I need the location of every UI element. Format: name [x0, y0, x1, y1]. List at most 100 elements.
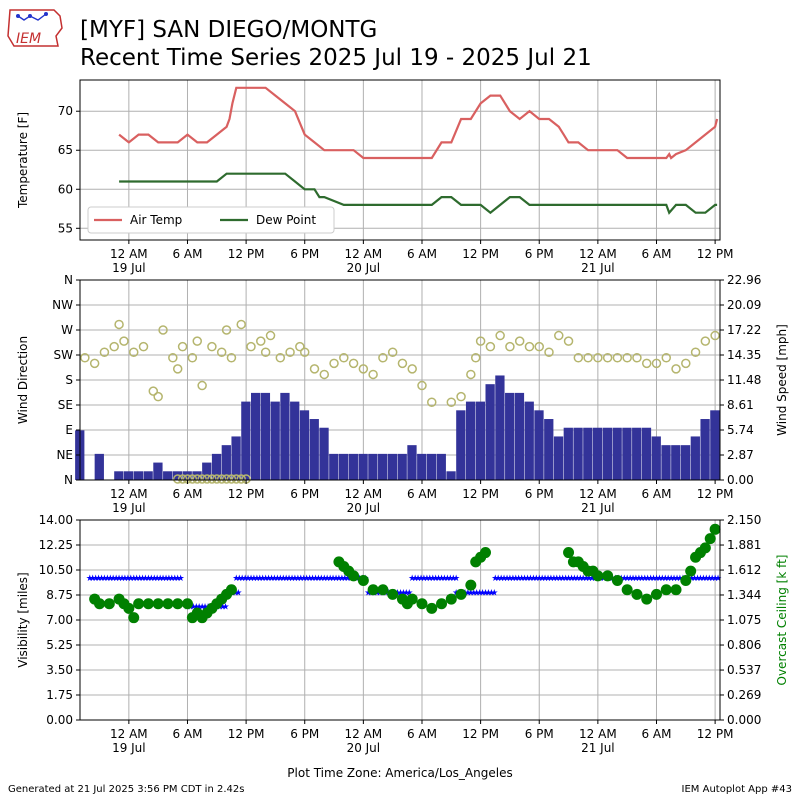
wind-direction-point — [651, 358, 662, 369]
wind-speed-bar — [495, 375, 505, 480]
visibility-point: ★ — [626, 574, 634, 584]
visibility-point: ★ — [294, 574, 302, 584]
visibility-point: ★ — [133, 574, 141, 584]
y-right-tick-label: 0.806 — [727, 638, 761, 652]
visibility-point: ★ — [414, 574, 422, 584]
x-date-label: 21 Jul — [581, 261, 615, 275]
wind-direction-point — [138, 341, 149, 352]
visibility-point: ★ — [509, 574, 517, 584]
visibility-point: ★ — [159, 574, 167, 584]
x-tick-label: 12 AM — [579, 487, 617, 501]
y-right-tick-label: 0.269 — [727, 688, 761, 702]
wind-direction-point — [554, 330, 564, 341]
wind-direction-point — [236, 319, 246, 330]
x-tick-label: 6 AM — [641, 727, 671, 741]
visibility-point: ★ — [518, 574, 526, 584]
wind-speed-bar — [348, 453, 358, 480]
ceiling-point — [436, 598, 448, 610]
wind-direction-point — [339, 353, 349, 363]
wind-direction-point — [681, 358, 691, 369]
visibility-point: ★ — [97, 574, 105, 584]
visibility-point: ★ — [86, 574, 94, 584]
y-right-tick-label: 0.000 — [727, 713, 761, 727]
x-tick-label: 6 PM — [290, 727, 319, 741]
wind-direction-point — [700, 336, 711, 346]
wind-calm-point — [236, 474, 246, 484]
visibility-point: ★ — [317, 574, 325, 584]
wind-direction-point — [295, 341, 305, 352]
wind-calm-point — [197, 474, 207, 484]
legend-label: Dew Point — [256, 213, 316, 227]
visibility-point: ★ — [256, 574, 264, 584]
ceiling-point — [406, 593, 418, 605]
wind-direction-point — [89, 358, 100, 369]
wind-direction-point — [172, 364, 183, 374]
wind-direction-point — [158, 325, 168, 335]
wind-speed-bar — [407, 445, 417, 480]
y-right-tick-label: 1.075 — [727, 613, 761, 627]
x-tick-label: 12 AM — [579, 247, 617, 261]
y-right-tick-label: 14.35 — [727, 348, 761, 362]
y-axis-label-right: Overcast Ceiling [k ft] — [775, 555, 789, 686]
chart-title-line1: [MYF] SAN DIEGO/MONTG — [80, 17, 378, 43]
ceiling-point — [133, 598, 145, 610]
wind-direction-point — [690, 347, 701, 357]
visibility-point: ★ — [632, 574, 640, 584]
visibility-point: ★ — [565, 574, 573, 584]
wind-speed-bar — [426, 453, 437, 480]
ceiling-point — [611, 574, 623, 586]
visibility-point: ★ — [115, 574, 123, 584]
wind-direction-point — [485, 341, 496, 352]
visibility-point: ★ — [500, 574, 508, 584]
legend: Air Temp Dew Point — [87, 206, 335, 234]
x-tick-label: 6 AM — [172, 487, 202, 501]
ceiling-point — [426, 602, 438, 614]
ceiling-point — [94, 598, 106, 610]
visibility-point: ★ — [396, 588, 404, 598]
visibility-point: ★ — [691, 574, 699, 584]
panel-2: 12 AM 6 AM 12 PM 6 PM 12 AM 6 AM 12 PM 6 PM 12 A… — [16, 273, 789, 515]
visibility-point: ★ — [309, 574, 317, 584]
wind-direction-point — [128, 347, 139, 357]
ceiling-point — [162, 598, 174, 610]
x-date-label: 19 Jul — [112, 261, 146, 275]
wind-speed-bar — [651, 436, 661, 480]
visibility-point: ★ — [259, 574, 267, 584]
ceiling-point — [670, 584, 682, 596]
ceiling-point — [455, 588, 467, 600]
x-tick-label: 12 AM — [110, 727, 148, 741]
visibility-point: ★ — [620, 574, 628, 584]
ceiling-point — [357, 574, 369, 586]
visibility-point: ★ — [506, 574, 514, 584]
y-axis-label: Visibility [miles] — [16, 572, 30, 667]
y-tick-label: 55 — [58, 221, 73, 235]
x-tick-label: 6 AM — [407, 487, 437, 501]
wind-direction-point — [246, 341, 256, 352]
visibility-point: ★ — [311, 574, 319, 584]
visibility-point: ★ — [168, 574, 176, 584]
visibility-point: ★ — [443, 574, 451, 584]
visibility-point: ★ — [714, 574, 722, 584]
wind-direction-point — [226, 353, 237, 363]
visibility-point: ★ — [103, 574, 111, 584]
y-tick-label: E — [65, 423, 73, 437]
visibility-point: ★ — [473, 588, 481, 598]
visibility-point: ★ — [467, 588, 475, 598]
wind-direction-point — [216, 347, 227, 357]
visibility-point: ★ — [285, 574, 293, 584]
x-tick-label: 12 AM — [110, 247, 148, 261]
wind-speed-bar — [583, 427, 593, 480]
wind-calm-point — [172, 474, 183, 484]
visibility-point: ★ — [136, 574, 144, 584]
wind-speed-bar — [622, 427, 632, 480]
visibility-point: ★ — [276, 574, 284, 584]
app-note: IEM Autoplot App #43 — [681, 784, 792, 795]
visibility-point: ★ — [452, 574, 460, 584]
x-tick-label: 6 PM — [525, 247, 554, 261]
x-date-label: 20 Jul — [347, 261, 381, 275]
wind-speed-bar — [573, 427, 583, 480]
visibility-point: ★ — [661, 574, 669, 584]
visibility-point: ★ — [399, 588, 407, 598]
ceiling-point — [631, 588, 643, 600]
visibility-point: ★ — [417, 574, 425, 584]
